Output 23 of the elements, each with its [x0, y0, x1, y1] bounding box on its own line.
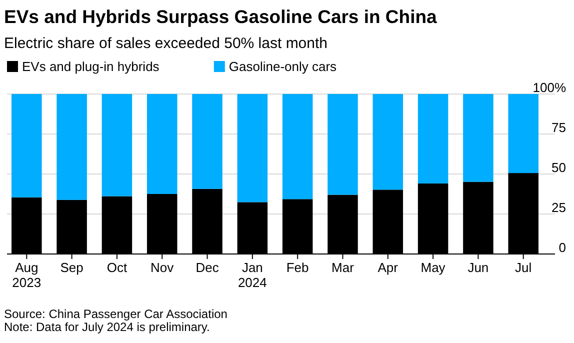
x-tick-label: Sep	[60, 260, 84, 275]
y-tick-label: 100%	[532, 80, 566, 95]
legend-label: Gasoline-only cars	[228, 59, 338, 74]
x-tick-label: Jun	[468, 260, 489, 275]
x-tick-label: Dec	[196, 260, 220, 275]
source-note: Source: China Passenger Car Association	[4, 307, 228, 321]
y-tick-label: 25	[552, 200, 566, 215]
chart-title: EVs and Hybrids Surpass Gasoline Cars in China	[4, 6, 438, 27]
x-tick-label: May	[420, 260, 446, 275]
x-tick-label: Oct	[106, 260, 128, 275]
text: Note: Data for July 2024 is preliminary.	[4, 320, 210, 334]
y-tick-label: 75	[552, 120, 566, 135]
y-tick-label: 0	[558, 240, 566, 255]
x-tick-label: Feb	[286, 260, 309, 275]
y-tick-label: 50	[552, 160, 566, 175]
x-tick-label: Apr	[378, 260, 399, 275]
x-tick-label: Aug 2023	[12, 260, 42, 290]
x-tick-label: Jan 2024	[238, 260, 267, 290]
x-tick-label: Nov	[150, 260, 174, 275]
chart-subtitle: Electric share of sales exceeded 50% last month	[4, 35, 328, 52]
x-tick-label: Jul	[515, 260, 532, 275]
legend-label: EVs and plug-in hybrids	[22, 59, 160, 74]
x-tick-label: Mar	[332, 260, 355, 275]
